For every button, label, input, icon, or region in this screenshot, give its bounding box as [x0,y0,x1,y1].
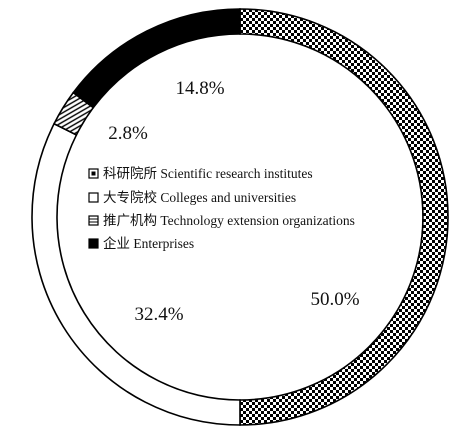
slice-label-enterprises: 14.8% [175,78,224,99]
legend-swatch-extension-orgs [88,215,99,226]
legend-item-enterprises: 企业 Enterprises [88,235,194,251]
donut-slices [31,8,449,426]
legend-label-research-institutes: 科研院所 Scientific research institutes [103,166,313,181]
legend-swatch-dot [91,171,96,176]
legend-item-colleges: 大专院校 Colleges and universities [88,189,296,205]
legend-swatch-colleges [88,192,99,203]
legend-label-colleges: 大专院校 Colleges and universities [103,189,296,205]
legend-item-research-institutes: 科研院所 Scientific research institutes [88,166,313,181]
slice-label-colleges: 32.4% [134,304,183,325]
slice-label-research-institutes: 50.0% [310,289,359,310]
legend-label-enterprises: 企业 Enterprises [103,235,194,251]
slice-enterprises [72,8,241,109]
legend: 科研院所 Scientific research institutes 大专院校… [88,166,355,251]
legend-swatch-enterprises [88,238,99,249]
legend-label-extension-orgs: 推广机构 Technology extension organizations [103,213,355,228]
legend-item-extension-orgs: 推广机构 Technology extension organizations [88,213,355,228]
slice-label-extension-orgs: 2.8% [108,123,148,144]
